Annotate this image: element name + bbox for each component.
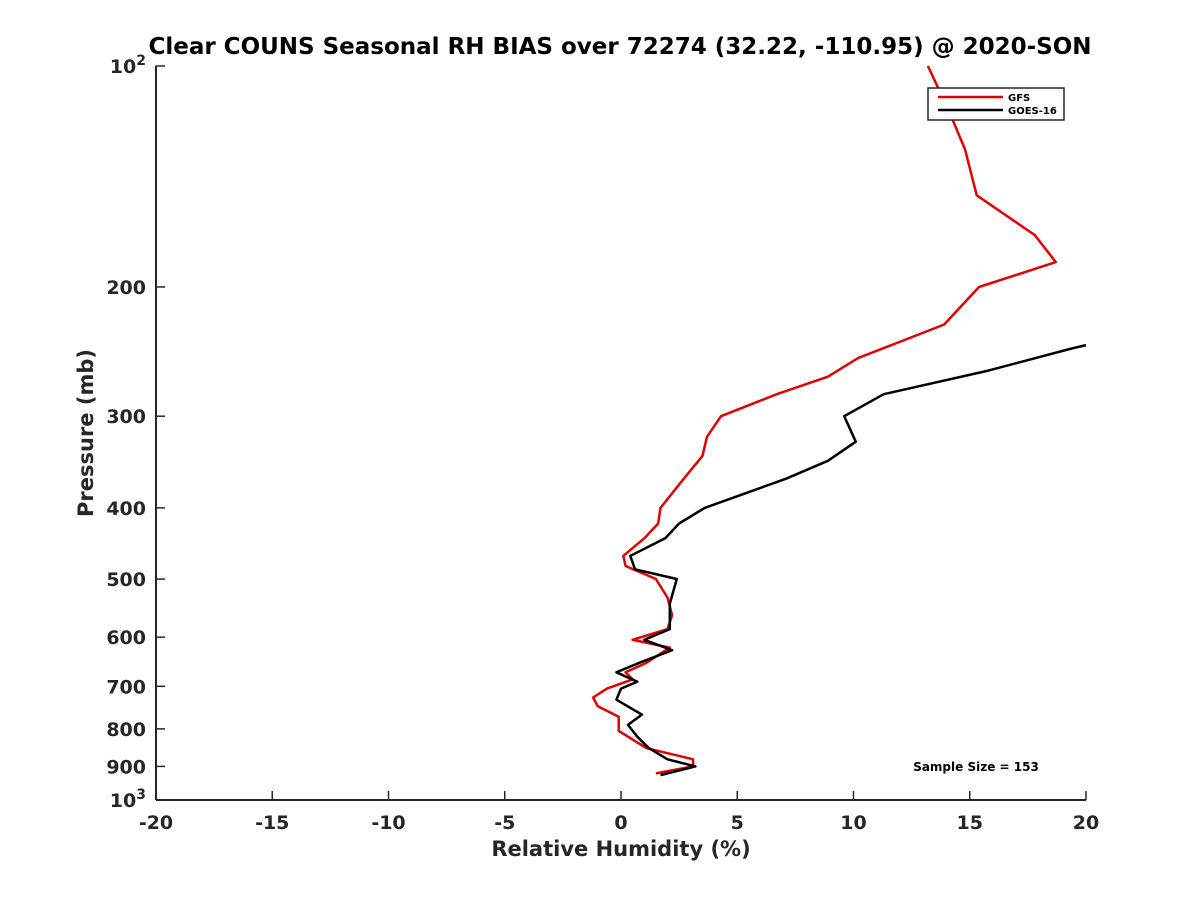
x-tick-label: -5 xyxy=(494,812,515,834)
legend: GFS GOES-16 xyxy=(927,87,1065,121)
y-tick-label: 102 xyxy=(110,53,146,78)
y-tick-label: 800 xyxy=(106,719,146,741)
series-line-gfs xyxy=(591,65,1058,775)
y-tick-label: 600 xyxy=(106,627,146,649)
sample-size-annotation: Sample Size = 153 xyxy=(913,760,1039,774)
series-layer xyxy=(591,65,1087,777)
y-axis-ticks: 102 200 300 400 500 600 700 800 900 103 xyxy=(106,53,165,812)
x-tick-label: 0 xyxy=(614,812,627,834)
y-tick-label: 500 xyxy=(106,569,146,591)
y-tick-label: 200 xyxy=(106,277,146,299)
y-tick-label: 103 xyxy=(110,787,146,812)
x-axis-label: Relative Humidity (%) xyxy=(491,837,750,861)
y-tick-label: 300 xyxy=(106,406,146,428)
y-tick-label: 700 xyxy=(106,676,146,698)
legend-label-goes-16: GOES-16 xyxy=(1008,106,1057,117)
chart-title: Clear COUNS Seasonal RH BIAS over 72274 … xyxy=(148,34,1091,60)
y-tick-label: 900 xyxy=(106,756,146,778)
x-tick-label: 10 xyxy=(840,812,866,834)
x-tick-label: 15 xyxy=(957,812,983,834)
legend-box xyxy=(927,87,1065,121)
x-tick-label: -10 xyxy=(371,812,405,834)
y-tick-label: 400 xyxy=(106,498,146,520)
x-tick-label: -15 xyxy=(255,812,289,834)
legend-label-gfs: GFS xyxy=(1008,93,1030,104)
y-axis-label: Pressure (mb) xyxy=(74,349,98,517)
x-tick-label: 20 xyxy=(1073,812,1099,834)
x-axis-ticks: -20 -15 -10 -5 0 5 10 15 20 xyxy=(139,791,1099,834)
series-line-goes-16 xyxy=(615,343,1087,777)
x-tick-label: 5 xyxy=(731,812,744,834)
x-tick-label: -20 xyxy=(139,812,173,834)
